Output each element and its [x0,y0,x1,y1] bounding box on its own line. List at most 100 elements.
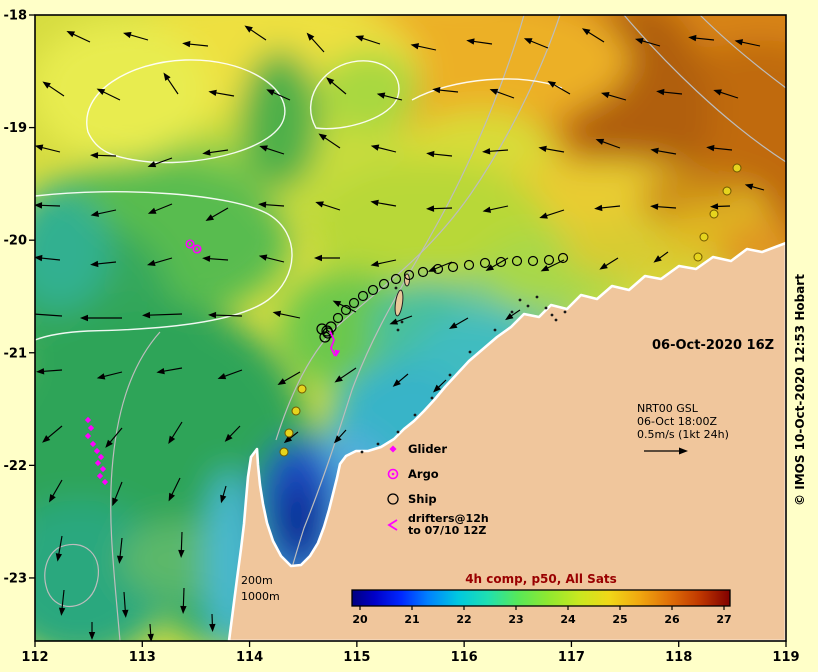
current-arrow [122,591,129,618]
current-arrow [547,81,571,95]
coastal-islet [400,320,404,324]
current-arrow [180,587,187,614]
y-tick-label: -18 [4,9,28,24]
current-arrow [650,147,677,155]
coastal-islet [394,286,398,290]
current-arrow [318,133,341,149]
x-tick-label: 113 [129,650,156,665]
ship-position [543,254,555,266]
colorbar-gradient [351,589,731,607]
colorbar-tick-label: 27 [716,613,731,626]
current-vectors [35,25,765,641]
argo-float-dot [188,242,192,246]
sst-contour [35,191,293,341]
x-tick-label: 112 [21,650,48,665]
sst-buoy [699,232,709,242]
current-arrow [482,205,509,213]
depth-contour-label-200m: 200m [241,574,273,587]
current-arrow [370,144,397,153]
current-arrow [426,150,453,158]
coastal-islet [468,350,472,354]
coastal-islet [563,310,567,314]
current-arrow [332,300,357,313]
colorbar-tick-label: 23 [508,613,523,626]
depth-contour-label-1000m: 1000m [241,590,280,603]
legend-item-ship: Ship [385,491,437,507]
coastal-islet [518,298,522,302]
bathymetry-contour [699,15,786,89]
current-arrow [523,38,549,49]
colorbar-tick-label: 25 [612,613,627,626]
legend-item-drifter: drifters@12h to 07/10 12Z [385,513,489,537]
x-tick-label: 117 [558,650,585,665]
ship-position [321,325,333,337]
current-arrow [706,144,733,152]
current-arrow [220,485,227,504]
current-arrow [334,367,357,383]
sst-contour [310,60,400,130]
current-arrow [224,425,241,442]
sst-buoy [297,384,307,394]
current-arrow [147,157,173,168]
current-arrow [168,477,181,502]
current-arrow [326,77,347,95]
current-arrow [88,622,96,640]
coastline [227,241,786,641]
current-arrow [376,92,403,101]
colorbar-tick-label: 26 [664,613,680,626]
model-name-label: NRT00 GSL [637,402,698,415]
coastal-islet [376,442,380,446]
current-arrow [35,144,61,153]
current-arrow [178,531,185,558]
argo-float-dot [195,247,199,251]
bathymetry-contour [275,15,561,441]
current-arrow [688,34,715,42]
argo-marker-icon [387,468,399,480]
current-arrow [594,204,621,212]
current-arrow [147,623,154,641]
current-arrow [35,254,61,262]
ship-position [479,257,491,269]
current-arrow [142,311,183,319]
current-arrow [258,254,285,263]
current-arrow [306,32,325,53]
ship-marker-icon [387,493,399,505]
argo-float [185,239,195,249]
coastal-islet [396,430,400,434]
legend-item-argo: Argo [385,466,439,482]
x-tick-label: 115 [343,650,370,665]
current-arrow [123,31,149,41]
ship-position [495,256,507,268]
current-arrow [36,368,63,375]
sst-buoy [709,209,719,219]
current-arrow [433,379,447,393]
current-arrow [656,88,683,96]
ship-position [390,273,402,285]
current-arrow [112,481,123,507]
ship-position [348,297,360,309]
current-arrow [272,310,301,319]
current-arrow [315,201,341,211]
bathymetry-contour [110,331,161,641]
contour-lines [35,15,786,641]
current-arrow [55,535,63,562]
current-arrow [182,40,209,48]
current-arrow [333,429,347,444]
current-arrow [217,369,243,380]
y-tick-label: -23 [4,571,28,586]
ship-position [432,263,444,275]
axes: 112 113 114 115 116 117 118 119 -18 -19 -20 -21 -22 -… [4,9,800,666]
current-arrow [208,311,243,319]
imos-credit-text: © IMOS 10-Oct-2020 12:53 Hobart [793,274,807,506]
current-arrow [35,202,61,209]
current-arrow [635,37,661,47]
current-arrow [49,479,63,503]
coastal-islet [535,295,539,299]
sst-buoy [291,406,301,416]
coastal-islet [550,313,554,317]
coastal-islet [413,413,417,417]
x-tick-label: 119 [772,650,799,665]
current-arrow [599,257,619,270]
current-arrow [482,148,509,155]
